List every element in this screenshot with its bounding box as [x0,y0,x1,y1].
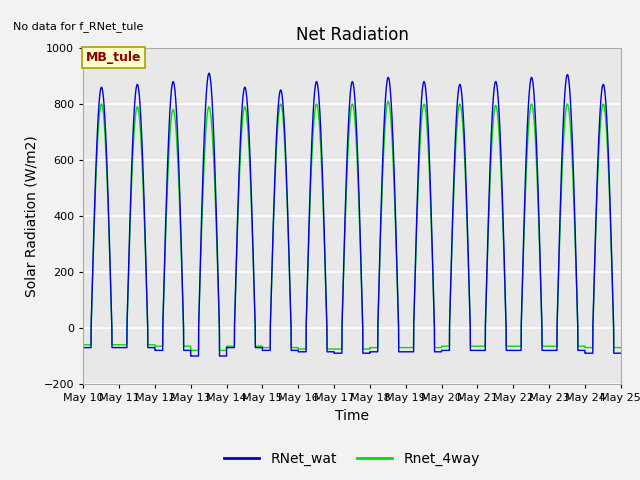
RNet_wat [615,350,623,356]
Rnet_4way [502,343,510,349]
Rnet_4way [617,345,625,350]
X-axis label: Time: Time [335,408,369,422]
Rnet_4way [79,342,87,348]
RNet_wat [502,348,510,353]
Title: Net Radiation: Net Radiation [296,25,408,44]
RNet_wat [79,345,87,350]
RNet_wat [195,353,202,359]
Rnet_4way [195,348,202,353]
Rnet_4way [189,348,196,353]
RNet_wat [205,71,213,76]
RNet_wat [617,350,625,356]
Rnet_4way [281,138,289,144]
RNet_wat [187,353,195,359]
Text: No data for f_RNet_tule: No data for f_RNet_tule [13,21,144,32]
RNet_wat [189,353,196,359]
RNet_wat [281,128,289,133]
Y-axis label: Solar Radiation (W/m2): Solar Radiation (W/m2) [24,135,38,297]
Rnet_4way [615,345,623,350]
Rnet_4way [426,191,434,197]
Line: Rnet_4way: Rnet_4way [83,101,621,350]
Rnet_4way [187,348,195,353]
Rnet_4way [385,98,392,104]
Text: MB_tule: MB_tule [86,51,141,64]
Legend: RNet_wat, Rnet_4way: RNet_wat, Rnet_4way [219,446,485,471]
RNet_wat [426,178,434,183]
Line: RNet_wat: RNet_wat [83,73,621,356]
